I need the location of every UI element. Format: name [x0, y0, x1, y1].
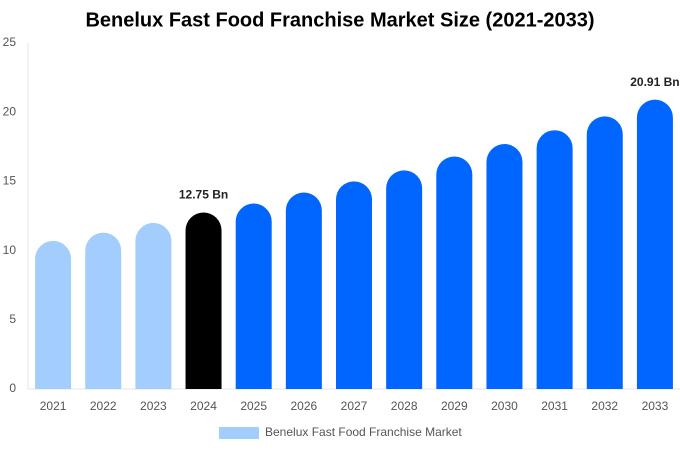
- value-label: 12.75 Bn: [179, 188, 228, 202]
- y-tick-label: 25: [3, 35, 17, 49]
- bar: [486, 144, 523, 389]
- y-tick-label: 20: [3, 104, 17, 118]
- bar: [336, 181, 372, 389]
- x-tick-label: 2031: [541, 399, 568, 413]
- legend-label: Benelux Fast Food Franchise Market: [265, 425, 462, 439]
- value-label: 20.91 Bn: [630, 75, 679, 89]
- x-tick-label: 2025: [240, 399, 267, 413]
- bar: [285, 192, 322, 389]
- x-tick-label: 2021: [40, 399, 67, 413]
- bar: [135, 222, 172, 389]
- x-tick-label: 2032: [591, 399, 618, 413]
- bar: [35, 240, 72, 389]
- bar: [436, 156, 473, 389]
- x-tick-label: 2029: [441, 399, 468, 413]
- x-tick-label: 2026: [290, 399, 317, 413]
- x-tick-label: 2022: [90, 399, 117, 413]
- bar: [586, 116, 623, 390]
- x-tick-label: 2023: [140, 399, 167, 413]
- x-tick-label: 2030: [491, 399, 518, 413]
- bar: [636, 99, 673, 390]
- y-tick-label: 0: [9, 381, 16, 395]
- bar: [235, 203, 272, 389]
- x-tick-label: 2027: [341, 399, 368, 413]
- y-tick-label: 10: [3, 243, 17, 257]
- x-tick-label: 2028: [391, 399, 418, 413]
- bar: [536, 130, 573, 389]
- bar: [185, 212, 222, 389]
- bar: [386, 170, 423, 389]
- x-tick-label: 2033: [642, 399, 669, 413]
- chart-title: Benelux Fast Food Franchise Market Size …: [85, 9, 594, 31]
- legend-swatch: [219, 427, 259, 439]
- x-tick-label: 2024: [190, 399, 217, 413]
- y-tick-label: 5: [9, 312, 16, 326]
- y-tick-label: 15: [3, 174, 17, 188]
- bar: [85, 232, 122, 389]
